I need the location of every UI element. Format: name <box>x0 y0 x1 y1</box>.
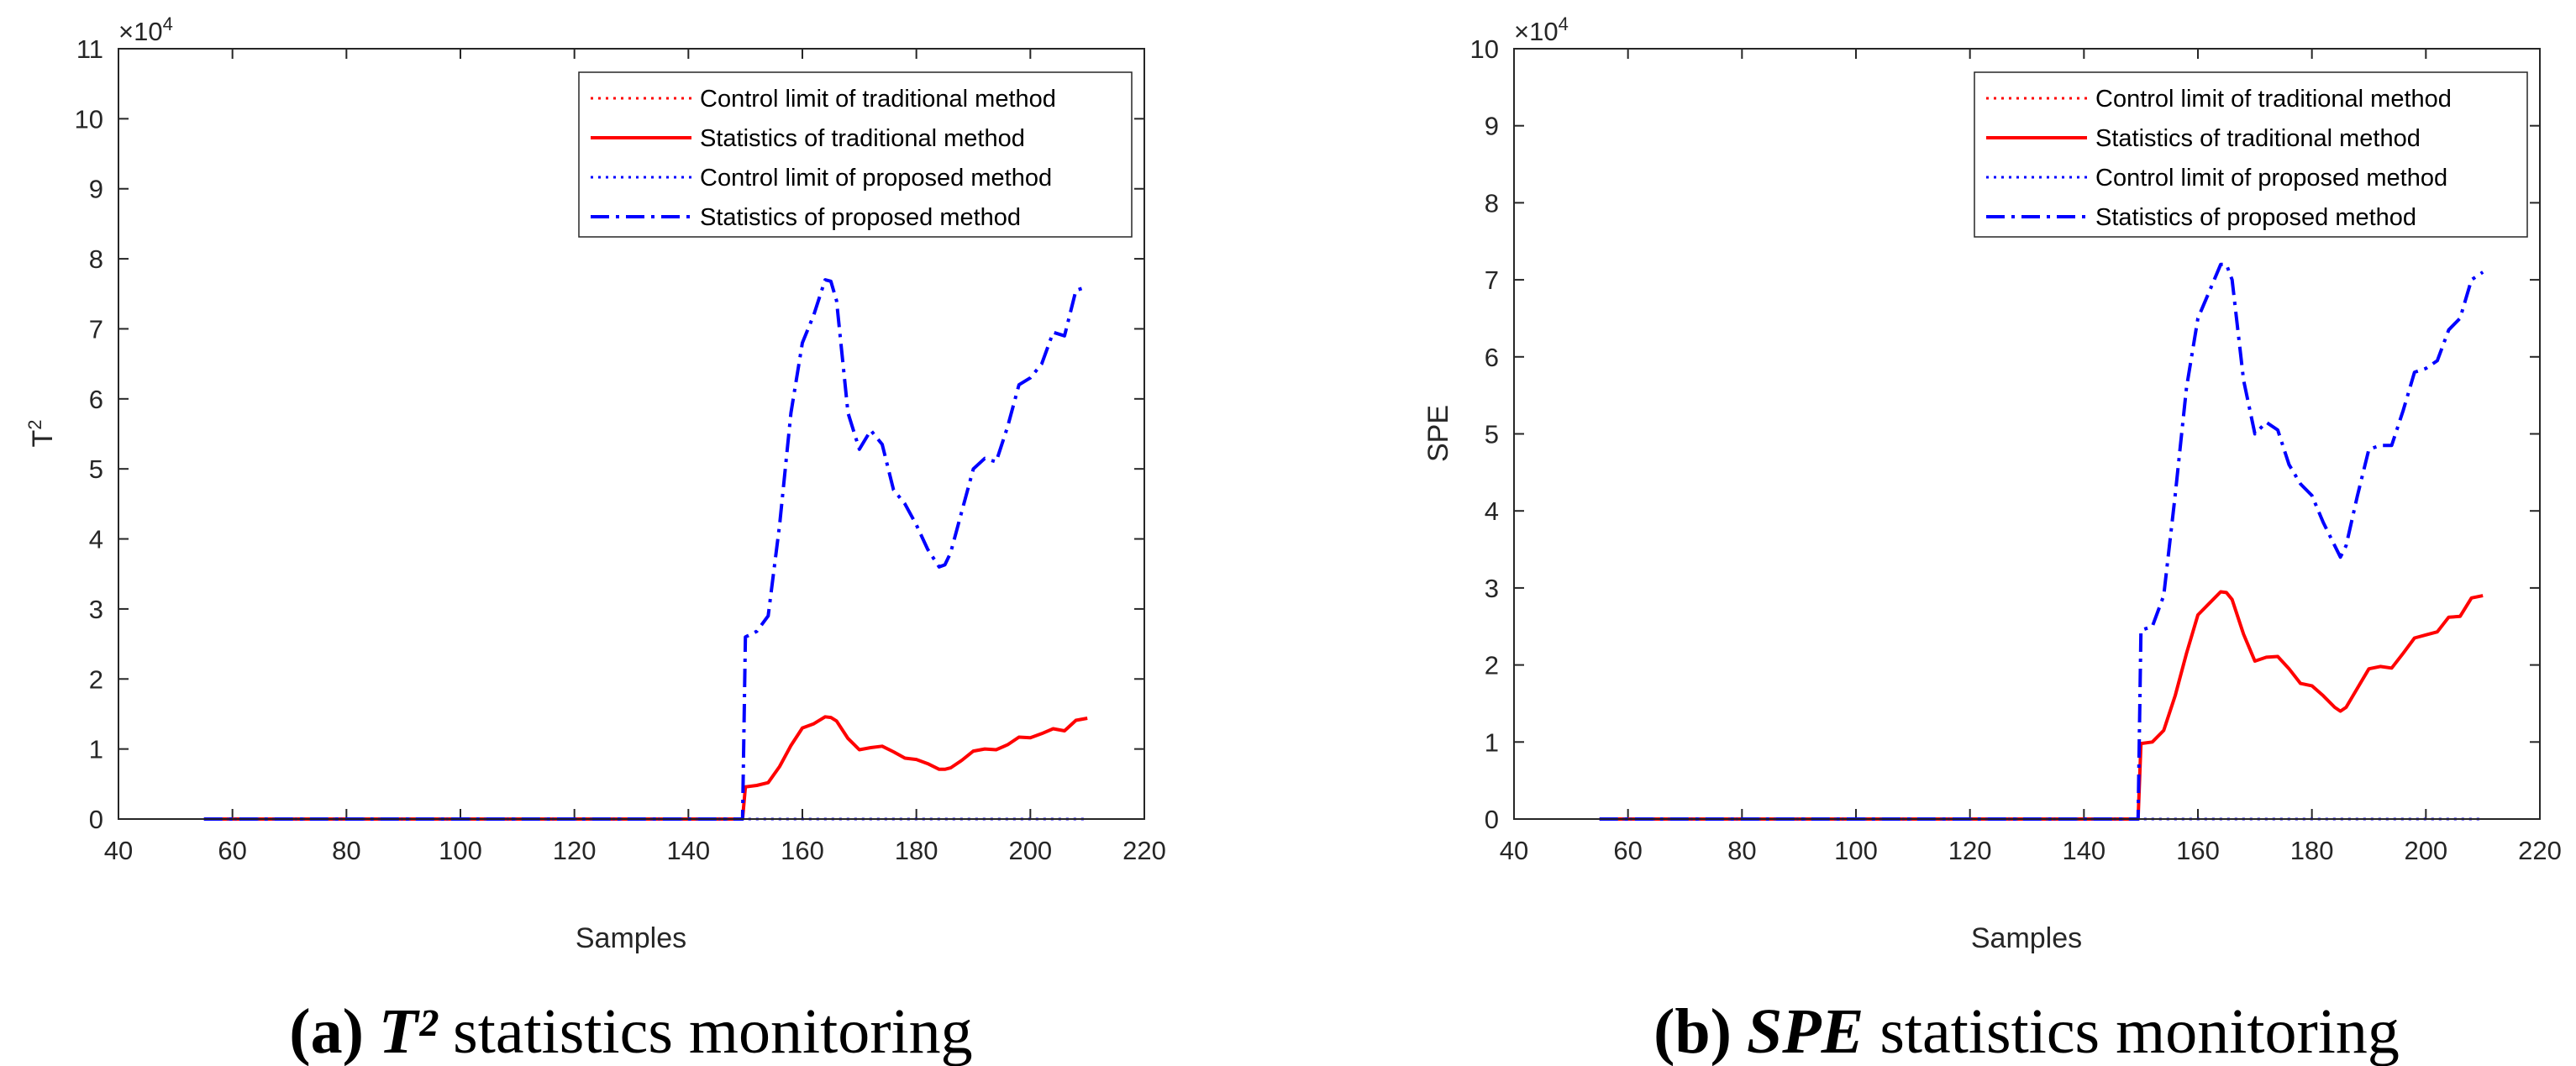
caption-stat: SPE <box>1747 996 1864 1066</box>
x-tick-label: 120 <box>553 836 597 865</box>
chart-panel-t2: 40 60 80 100 120 140 160 180 200 220 0 1 2 3 4 5 6 7 8 9 10… <box>24 13 1166 1066</box>
legend-entry-label: Statistics of proposed method <box>2095 204 2416 231</box>
x-tick-label: 220 <box>2518 836 2562 865</box>
axes-box <box>1513 48 2541 820</box>
series-line-2 <box>1599 590 2484 821</box>
y-axis-label: SPE <box>1422 405 1454 462</box>
x-tick-label: 60 <box>218 836 246 865</box>
x-tick-label: 180 <box>2290 836 2334 865</box>
exponent-base: ×10 <box>1514 17 1559 46</box>
x-tick-label: 100 <box>1834 836 1878 865</box>
x-tick-label: 40 <box>104 836 133 865</box>
y-tick-label: 6 <box>89 385 103 414</box>
legend-entry-label: Statistics of proposed method <box>700 204 1021 231</box>
exponent-power: 4 <box>163 13 173 34</box>
series-line-4 <box>203 278 1088 821</box>
caption: (b) SPE statistics monitoring <box>1653 996 2400 1066</box>
y-axis-label: T2 <box>24 419 59 447</box>
legend: Control limit of traditional method Stati… <box>1974 71 2528 238</box>
y-tick-labels: 0 1 2 3 4 5 6 7 8 9 10 11 <box>75 34 103 834</box>
y-axis-label-base: T <box>27 430 59 448</box>
legend-entry-label: Control limit of traditional method <box>700 86 1056 113</box>
caption-rest: statistics monitoring <box>437 996 973 1066</box>
axes-box <box>118 48 1145 820</box>
y-axis-label-sup: 2 <box>24 419 45 429</box>
y-tick-label: 2 <box>1485 651 1499 680</box>
y-tick-label: 5 <box>89 454 103 484</box>
y-tick-label: 9 <box>89 175 103 204</box>
y-tick-label: 10 <box>1470 34 1499 64</box>
legend-entry-label: Control limit of traditional method <box>2095 86 2452 113</box>
exponent-power: 4 <box>1559 13 1569 34</box>
x-tick-label: 80 <box>332 836 360 865</box>
x-tick-label: 140 <box>666 836 710 865</box>
x-tick-label: 140 <box>2062 836 2105 865</box>
x-tick-labels: 40 60 80 100 120 140 160 180 200 220 <box>1500 836 2562 865</box>
legend-entry-label: Statistics of traditional method <box>700 125 1025 152</box>
y-tick-label: 7 <box>1485 265 1499 295</box>
caption-rest: statistics monitoring <box>1864 996 2400 1066</box>
legend-entry-label: Statistics of traditional method <box>2095 125 2421 152</box>
y-tick-label: 7 <box>89 314 103 344</box>
series-line-4 <box>1599 262 2484 821</box>
exponent-base: ×10 <box>118 17 163 46</box>
x-tick-label: 40 <box>1500 836 1528 865</box>
y-tick-label: 5 <box>1485 420 1499 449</box>
x-tick-label: 60 <box>1613 836 1642 865</box>
exponent-label: ×104 <box>118 13 173 46</box>
y-tick-label: 0 <box>89 805 103 834</box>
y-tick-labels: 0 1 2 3 4 5 6 7 8 9 10 <box>1470 34 1499 834</box>
caption: (a) T² statistics monitoring <box>289 996 972 1066</box>
y-tick-label: 4 <box>89 525 103 554</box>
series-layer <box>203 278 1088 821</box>
x-tick-label: 160 <box>2176 836 2220 865</box>
y-tick-label: 3 <box>1485 574 1499 603</box>
series-layer <box>1599 262 2484 821</box>
y-tick-label: 1 <box>89 735 103 764</box>
y-tick-label: 6 <box>1485 343 1499 372</box>
series-line-2 <box>203 715 1088 821</box>
legend-box <box>578 71 1133 238</box>
legend-box <box>1974 71 2528 238</box>
y-tick-label: 2 <box>89 664 103 694</box>
y-axis-label-base: SPE <box>1422 405 1454 462</box>
x-tick-label: 120 <box>1948 836 1992 865</box>
x-tick-label: 80 <box>1727 836 1756 865</box>
y-tick-label: 3 <box>89 595 103 624</box>
legend: Control limit of traditional method Stati… <box>578 71 1133 238</box>
x-tick-label: 220 <box>1122 836 1166 865</box>
legend-entry-label: Control limit of proposed method <box>2095 165 2447 192</box>
caption-tag: (b) <box>1653 996 1732 1066</box>
caption-stat: T² <box>379 996 439 1066</box>
x-tick-label: 200 <box>2404 836 2447 865</box>
x-tick-label: 200 <box>1008 836 1052 865</box>
x-axis-label: Samples <box>576 922 686 954</box>
legend-entry-label: Control limit of proposed method <box>700 165 1052 192</box>
y-tick-label: 0 <box>1485 805 1499 834</box>
x-axis-label: Samples <box>1971 922 2082 954</box>
y-tick-label: 8 <box>89 244 103 274</box>
y-tick-label: 10 <box>75 104 103 134</box>
exponent-label: ×104 <box>1514 13 1569 46</box>
y-tick-label: 9 <box>1485 112 1499 141</box>
x-tick-label: 160 <box>781 836 824 865</box>
x-tick-label: 100 <box>439 836 482 865</box>
chart-panel-spe: 40 60 80 100 120 140 160 180 200 220 0 1 2 3 4 5 6 7 8 9 10… <box>1422 13 2562 1066</box>
x-tick-label: 180 <box>895 836 938 865</box>
y-tick-label: 1 <box>1485 727 1499 757</box>
x-tick-labels: 40 60 80 100 120 140 160 180 200 220 <box>104 836 1166 865</box>
y-tick-label: 8 <box>1485 188 1499 218</box>
caption-tag: (a) <box>289 996 364 1066</box>
y-tick-label: 4 <box>1485 496 1499 526</box>
y-tick-label: 11 <box>76 34 103 64</box>
